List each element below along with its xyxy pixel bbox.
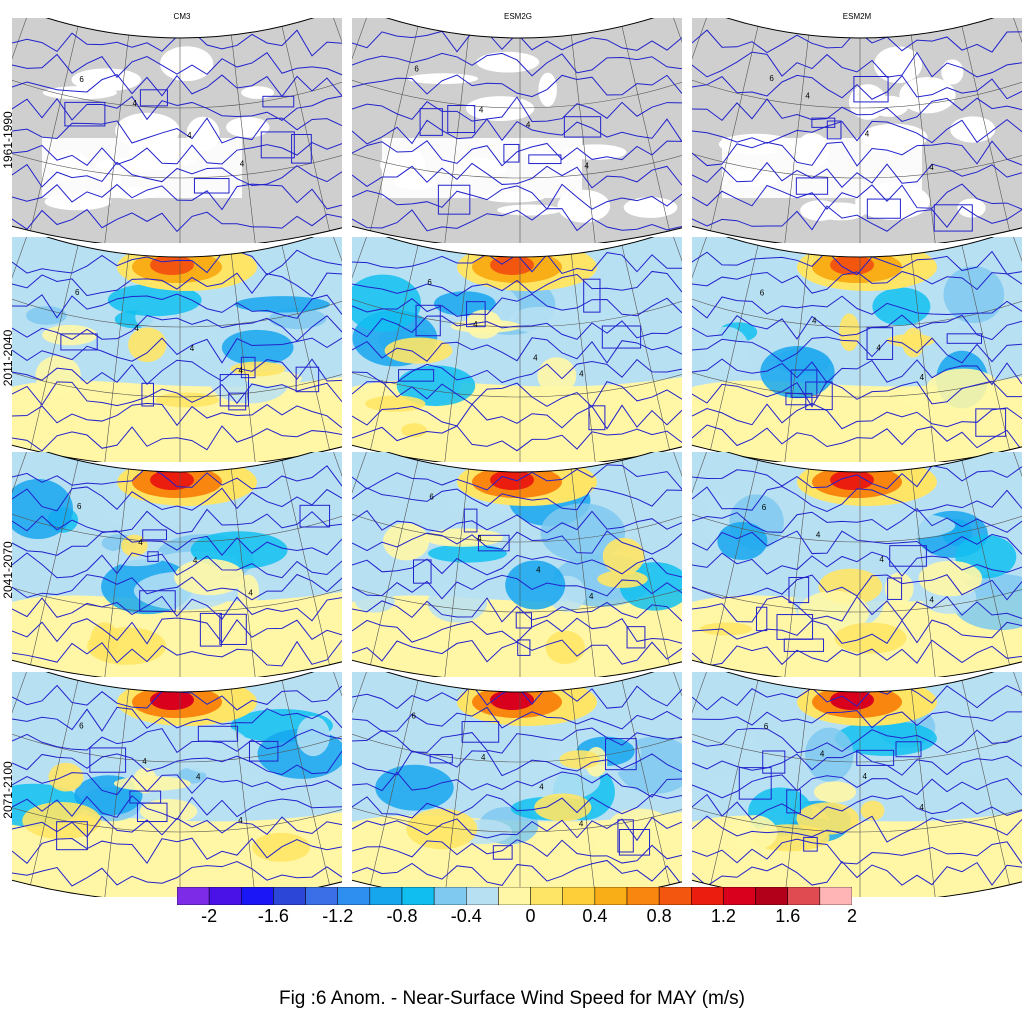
- colorbar-tick-label: -1.2: [322, 906, 354, 926]
- colorbar-swatch: [433, 887, 467, 905]
- map-panel-cm3-1961-1990: 6 4 4 4: [12, 18, 342, 243]
- contour-label: 4: [239, 366, 244, 375]
- colorbar-tick-label: -1.6: [257, 906, 289, 926]
- contour-label: 4: [533, 354, 538, 363]
- colorbar-tick-label: -0.8: [386, 906, 418, 926]
- contour-label: 6: [77, 502, 82, 511]
- contour-label: 4: [248, 589, 253, 598]
- contour-label: 6: [764, 722, 769, 731]
- contour-label: 4: [142, 757, 147, 766]
- colorbar-swatch: [401, 887, 435, 905]
- colorbar-swatch: [369, 887, 403, 905]
- contour-label: 6: [79, 75, 84, 84]
- colorbar-swatch: [787, 887, 821, 905]
- map-panel-esm2g-1961-1990: 6 4 4 4: [352, 18, 682, 243]
- contour-label: 4: [820, 749, 825, 758]
- map-panel-esm2m-2041-2070: 6 4 4 4: [692, 452, 1022, 677]
- contour-label: 4: [862, 772, 867, 781]
- contour-label: 4: [812, 316, 817, 325]
- contour-label: 4: [879, 555, 884, 564]
- colorbar-tick-label: -2: [201, 906, 218, 926]
- map-panel-cm3-2011-2040: 6 4 4 4: [12, 237, 342, 462]
- contour-label: 4: [919, 803, 924, 812]
- colorbar-tick-label: 2: [846, 906, 858, 926]
- contour-label: 4: [238, 816, 243, 825]
- contour-label: 4: [134, 324, 139, 333]
- contour-label: 4: [190, 344, 195, 353]
- colorbar-tick-label: -0.4: [450, 906, 482, 926]
- colorbar-swatch: [691, 887, 724, 905]
- colorbar-swatch: [626, 887, 660, 905]
- colorbar-swatch: [658, 887, 692, 905]
- contour-label: 4: [589, 592, 594, 601]
- map-panel-esm2m-2071-2100: 6 4 4 4: [692, 672, 1022, 897]
- contour-label: 4: [479, 105, 484, 114]
- contour-label: 6: [79, 721, 84, 730]
- contour-label: 6: [762, 503, 767, 512]
- contour-label: 6: [414, 65, 419, 74]
- contour-label: 4: [805, 92, 810, 101]
- contour-label: 4: [473, 320, 478, 329]
- contour-label: 4: [477, 534, 482, 543]
- model-title-esm2m: ESM2M: [842, 12, 872, 21]
- contour-label: 4: [579, 819, 584, 828]
- map-panel-esm2g-2071-2100: 6 4 4 4: [352, 672, 682, 897]
- contour-label: 4: [196, 773, 201, 782]
- contour-label: 4: [929, 163, 934, 172]
- map-panel-cm3-2071-2100: 6 4 4 4: [12, 672, 342, 897]
- colorbar-swatch: [723, 887, 756, 905]
- colorbar-swatch: [305, 887, 338, 905]
- model-title-cm3: CM3: [173, 12, 191, 21]
- colorbar-swatch: [498, 887, 531, 905]
- contour-label: 4: [481, 753, 486, 762]
- contour-label: 4: [584, 161, 589, 170]
- colorbar-swatch: [177, 887, 210, 905]
- contour-label: 6: [75, 288, 80, 297]
- colorbar-swatch: [819, 887, 852, 905]
- colorbar: [177, 887, 852, 905]
- map-panel-cm3-2041-2070: 6 4 4 4: [12, 452, 342, 677]
- figure-caption: Fig :6 Anom. - Near-Surface Wind Speed f…: [278, 988, 745, 1009]
- contour-label: 4: [240, 159, 245, 168]
- colorbar-tick-label: 1.2: [710, 906, 736, 926]
- colorbar-swatch: [273, 887, 306, 905]
- contour-label: 4: [138, 538, 143, 547]
- contour-label: 6: [427, 278, 432, 287]
- contour-label: 4: [865, 129, 870, 138]
- colorbar-swatch: [337, 887, 371, 905]
- contour-label: 4: [579, 370, 584, 379]
- contour-label: 4: [526, 120, 531, 129]
- contour-label: 4: [876, 343, 881, 352]
- colorbar-tick-label: 0: [525, 906, 536, 926]
- contour-label: 4: [133, 99, 138, 108]
- map-panel-esm2m-2011-2040: 6 4 4 4: [692, 237, 1022, 462]
- contour-label: 4: [930, 595, 935, 604]
- contour-label: 6: [411, 712, 416, 721]
- contour-label: 4: [536, 566, 541, 575]
- colorbar-swatch: [241, 887, 274, 905]
- colorbar-swatch: [466, 887, 499, 905]
- colorbar-swatch: [594, 887, 628, 905]
- contour-label: 4: [816, 530, 821, 539]
- map-panel-esm2m-1961-1990: 6 4 4 4: [692, 18, 1022, 243]
- colorbar-swatch: [755, 887, 788, 905]
- contour-label: 4: [187, 131, 192, 140]
- contour-label: 4: [920, 373, 925, 382]
- contour-label: 6: [769, 74, 774, 83]
- model-title-esm2g: ESM2G: [503, 12, 532, 21]
- contour-label: 6: [429, 492, 434, 501]
- contour-label: 6: [760, 289, 765, 298]
- colorbar-tick-label: 0.8: [646, 906, 672, 926]
- colorbar-swatch: [208, 887, 242, 905]
- contour-label: 4: [539, 782, 544, 791]
- colorbar-tick-label: 0.4: [582, 906, 608, 926]
- colorbar-swatch: [562, 887, 596, 905]
- map-panel-esm2g-2041-2070: 6 4 4 4: [352, 452, 682, 677]
- contour-label: 4: [193, 556, 198, 565]
- colorbar-tick-label: 1.6: [775, 906, 801, 926]
- map-panel-esm2g-2011-2040: 6 4 4 4: [352, 237, 682, 462]
- colorbar-swatch: [530, 887, 563, 905]
